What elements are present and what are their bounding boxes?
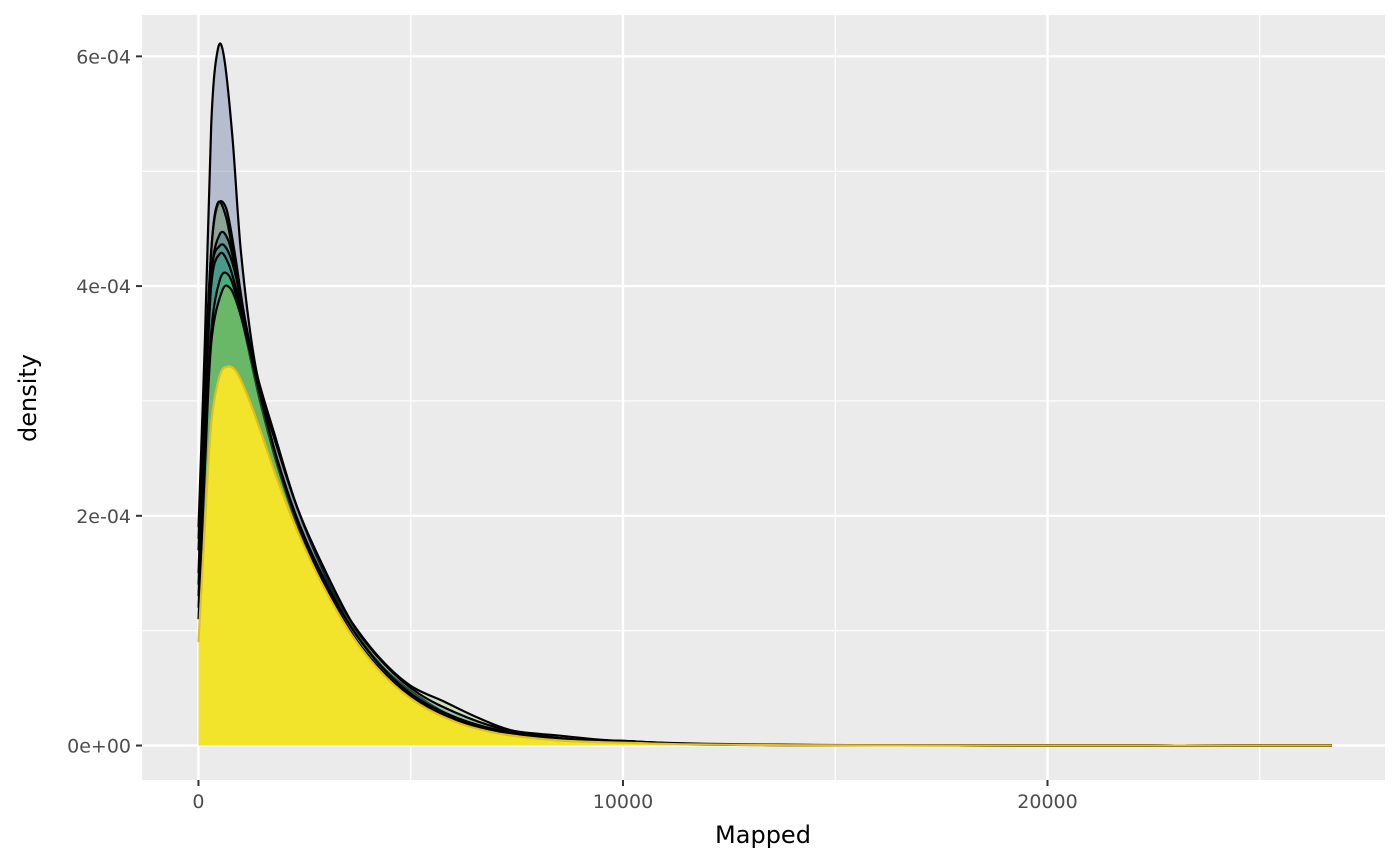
density-series bbox=[197, 42, 1332, 747]
x-axis-title: Mapped bbox=[715, 821, 811, 849]
density-area-9 bbox=[198, 366, 1332, 746]
y-tick-label: 4e-04 bbox=[76, 276, 131, 298]
y-tick-label: 6e-04 bbox=[76, 46, 131, 68]
density-outline-9 bbox=[197, 365, 1332, 747]
y-tick-label: 2e-04 bbox=[76, 506, 131, 528]
x-tick-label: 0 bbox=[192, 791, 204, 813]
y-tick-label: 0e+00 bbox=[67, 736, 131, 758]
x-tick-label: 10000 bbox=[593, 791, 653, 813]
y-axis-title: density bbox=[14, 354, 42, 442]
axes: 0 10000 20000 0e+00 2e-04 4e-04 6e-04 bbox=[67, 46, 1078, 813]
x-tick-label: 20000 bbox=[1017, 791, 1077, 813]
